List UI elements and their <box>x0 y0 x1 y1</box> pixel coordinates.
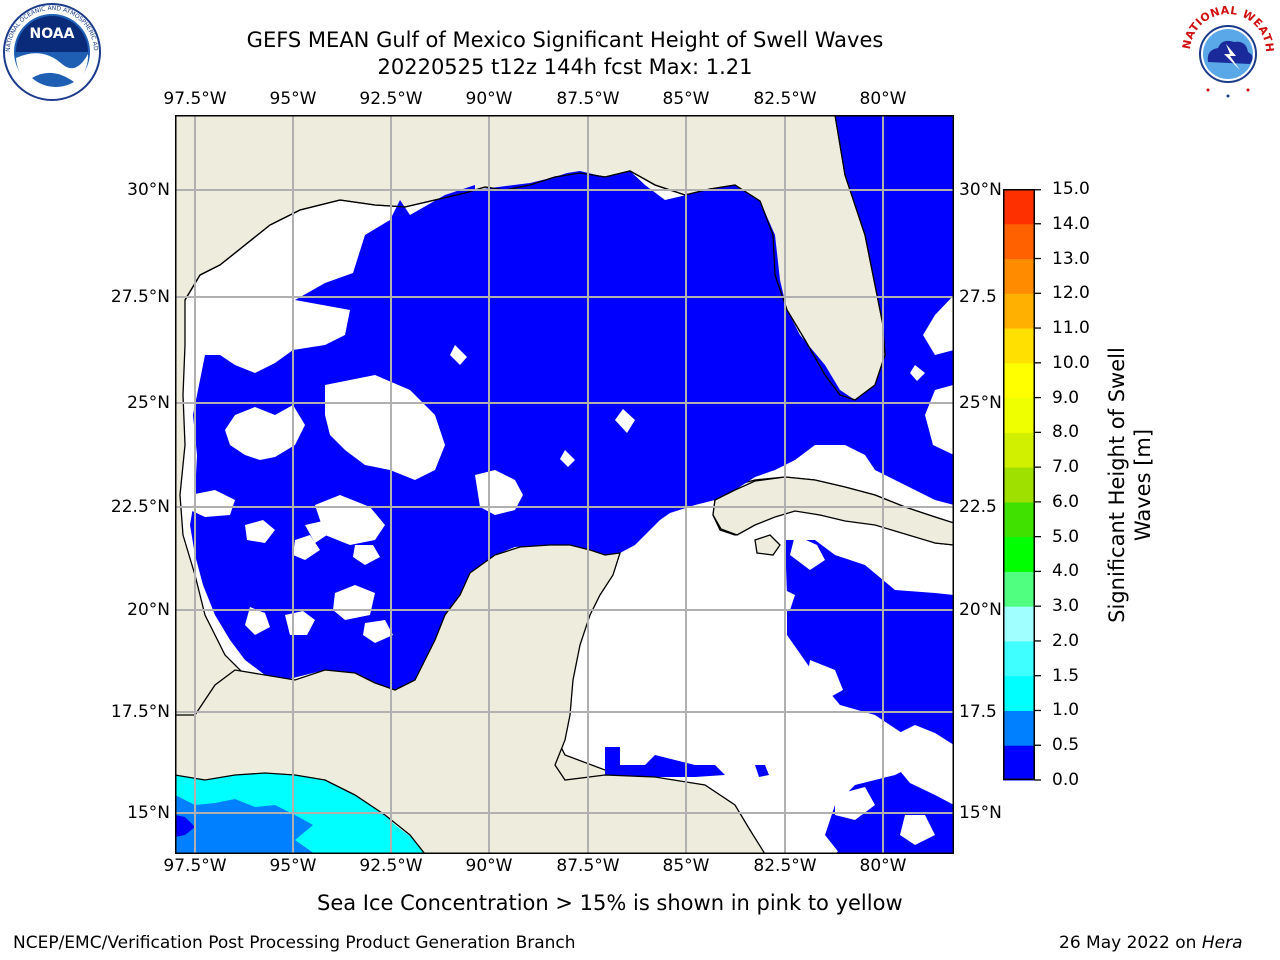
map-frame <box>175 115 954 854</box>
colorbar-segment <box>1003 606 1035 642</box>
colorbar <box>1003 189 1041 781</box>
colorbar-tick-label: 6.0 <box>1052 491 1080 512</box>
lon-label-bottom: 82.5°W <box>753 856 817 876</box>
lon-label-top: 87.5°W <box>556 89 620 109</box>
lat-label-right: 30°N <box>959 180 1002 200</box>
colorbar-tick-label: 14.0 <box>1052 213 1090 234</box>
noaa-logo: NOAA NATIONAL OCEANIC AND ATMOSPHERIC AD… <box>2 2 101 101</box>
lon-label-top: 80°W <box>859 89 907 109</box>
colorbar-segment <box>1003 501 1035 538</box>
colorbar-tick-label: 4.0 <box>1052 561 1080 582</box>
colorbar-tick-label: 12.0 <box>1052 283 1090 304</box>
host-text: Hera <box>1201 933 1243 953</box>
colorbar-tick-label: 10.0 <box>1052 352 1090 373</box>
lat-label-left: 15°N <box>127 803 170 823</box>
colorbar-segment <box>1003 258 1035 294</box>
graticule <box>175 115 954 854</box>
colorbar-segment <box>1003 467 1035 503</box>
colorbar-segment <box>1003 571 1035 607</box>
lat-label-right: 22.5 <box>959 497 997 517</box>
colorbar-tick-label: 7.0 <box>1052 457 1080 478</box>
colorbar-segment <box>1003 328 1035 364</box>
swell-0-0p5-m-caribbean <box>175 815 195 837</box>
colorbar-tick-label: 13.0 <box>1052 248 1090 269</box>
colorbar-tick-label: 8.0 <box>1052 422 1080 443</box>
lon-label-top: 95°W <box>269 89 317 109</box>
chart-title: GEFS MEAN Gulf of Mexico Significant Hei… <box>246 28 884 52</box>
lat-label-right: 15°N <box>959 803 1002 823</box>
colorbar-tick-label: 0.5 <box>1052 735 1080 756</box>
colorbar-segment <box>1003 536 1035 572</box>
colorbar-segment <box>1003 640 1035 677</box>
colorbar-segment <box>1003 397 1035 433</box>
colorbar-tick-label: 3.0 <box>1052 596 1080 617</box>
colorbar-tick-label: 1.0 <box>1052 700 1080 721</box>
lat-label-left: 20°N <box>127 600 170 620</box>
colorbar-label: Significant Height of Swell Waves [m] <box>1105 347 1155 623</box>
colorbar-segment <box>1003 675 1035 711</box>
colorbar-segment <box>1003 223 1035 260</box>
lon-label-bottom: 80°W <box>859 856 907 876</box>
sea-ice-note: Sea Ice Concentration > 15% is shown in … <box>317 891 903 915</box>
lon-label-top: 90°W <box>465 89 513 109</box>
swell-0p5-1-m <box>175 795 315 854</box>
colorbar-segment <box>1003 745 1035 781</box>
date-text: 26 May 2022 on <box>1059 933 1197 953</box>
colorbar-tick-label: 2.0 <box>1052 630 1080 651</box>
lon-label-bottom: 90°W <box>465 856 513 876</box>
lon-label-top: 97.5°W <box>163 89 227 109</box>
colorbar-segment <box>1003 432 1035 468</box>
lon-label-bottom: 87.5°W <box>556 856 620 876</box>
lat-label-right: 17.5 <box>959 702 997 722</box>
colorbar-segment <box>1003 710 1035 746</box>
lat-label-left: 22.5°N <box>110 497 170 517</box>
lon-label-top: 82.5°W <box>753 89 817 109</box>
lon-label-top: 85°W <box>662 89 710 109</box>
lon-label-bottom: 92.5°W <box>359 856 423 876</box>
credit-text: NCEP/EMC/Verification Post Processing Pr… <box>13 933 576 953</box>
lat-label-left: 30°N <box>127 180 170 200</box>
colorbar-tick-label: 15.0 <box>1052 179 1090 199</box>
lon-label-bottom: 95°W <box>269 856 317 876</box>
lat-label-left: 27.5°N <box>110 287 170 307</box>
north-coastline <box>184 115 886 401</box>
lat-label-right: 27.5 <box>959 287 997 307</box>
lat-label-right: 20°N <box>959 600 1002 620</box>
colorbar-segment <box>1003 189 1035 225</box>
colorbar-segment <box>1003 293 1035 329</box>
colorbar-tick-label: 11.0 <box>1052 318 1090 339</box>
date-stamp: 26 May 2022 on Hera <box>1059 933 1243 953</box>
colorbar-segment <box>1003 362 1035 399</box>
colorbar-tick-label: 9.0 <box>1052 387 1080 408</box>
colorbar-tick-label: 0.0 <box>1052 770 1080 790</box>
noaa-logo-text: NOAA <box>30 26 75 42</box>
lon-label-bottom: 97.5°W <box>163 856 227 876</box>
colorbar-tick-label: 1.5 <box>1052 665 1080 686</box>
gulf-map <box>175 115 954 854</box>
lon-label-top: 92.5°W <box>359 89 423 109</box>
lat-label-right: 25°N <box>959 393 1002 413</box>
land-outlines <box>175 476 954 854</box>
nws-logo: NATIONAL WEATHER SERVICE <box>1178 2 1276 100</box>
chart-subtitle: 20220525 t12z 144h fcst Max: 1.21 <box>377 55 753 79</box>
colorbar-tick-label: 5.0 <box>1052 526 1080 547</box>
swell-below-threshold <box>190 255 954 845</box>
lat-label-left: 17.5°N <box>110 702 170 722</box>
lat-label-left: 25°N <box>127 393 170 413</box>
lon-label-bottom: 85°W <box>662 856 710 876</box>
